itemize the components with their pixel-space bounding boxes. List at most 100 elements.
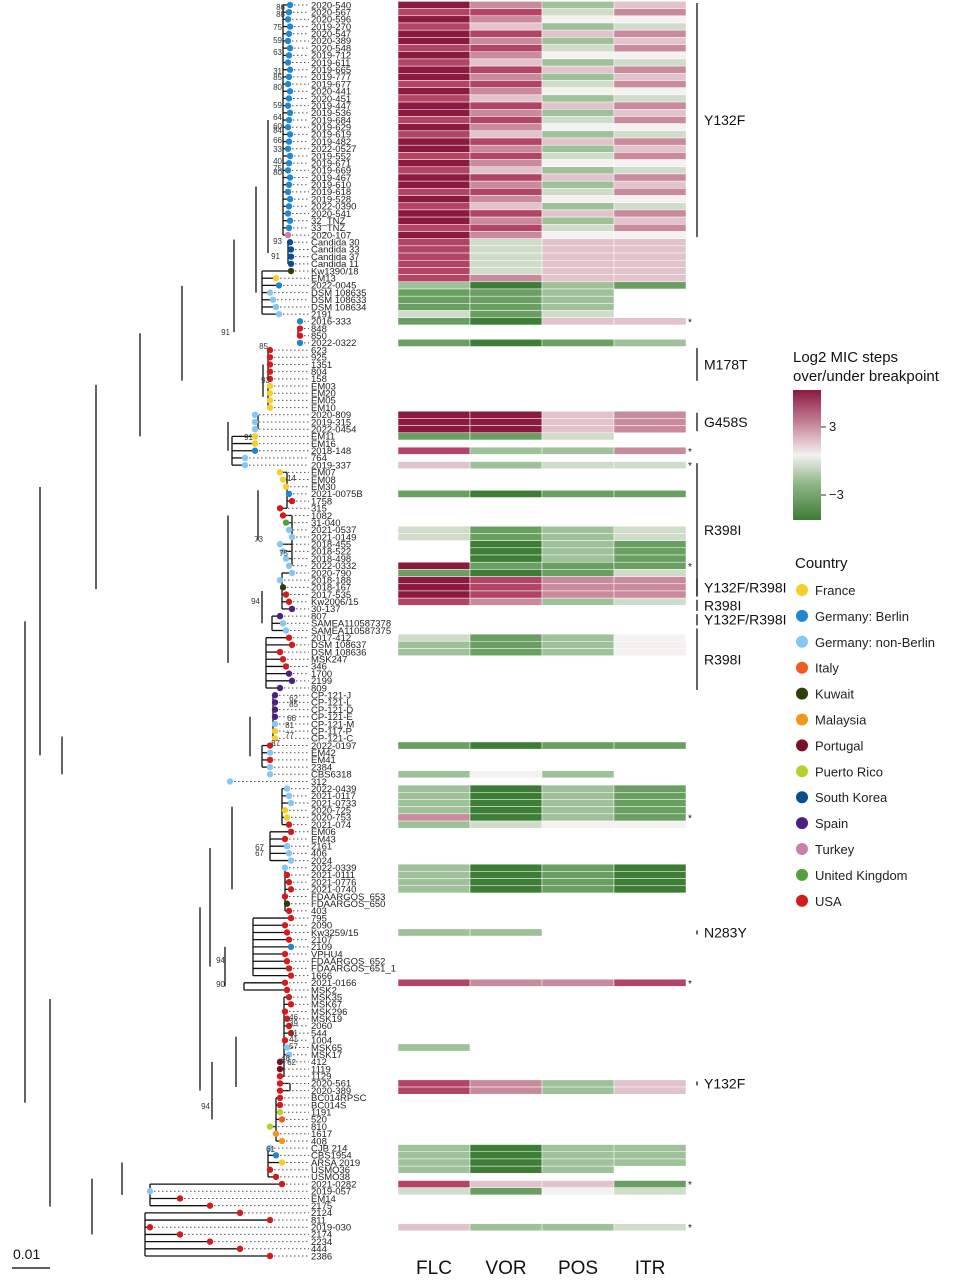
heatmap-cell	[613, 526, 687, 534]
tip-label: 2019-482	[311, 137, 351, 148]
tip-country-dot	[287, 886, 295, 893]
heatmap-cell	[613, 410, 687, 419]
heatmap-cell	[613, 641, 687, 649]
heatmap-cell	[469, 231, 543, 239]
tip-country-dot	[276, 1109, 284, 1116]
heatmap-cell	[469, 22, 543, 31]
tip-label: 2020-725	[311, 806, 351, 817]
heatmap-cell	[469, 144, 543, 153]
tip-label: 2020-451	[311, 94, 351, 105]
country-name: South Korea	[815, 790, 888, 805]
tip-label: 2022-0322	[311, 338, 356, 349]
tip-label: 2021-0733	[311, 798, 356, 809]
tip-country-dot	[276, 469, 284, 476]
heatmap-cell	[541, 590, 615, 599]
tip-label: 2019-611	[311, 58, 350, 69]
tip-label: 2020-809	[311, 410, 351, 421]
heatmap-cell	[613, 425, 687, 434]
tip-country-dot	[286, 88, 294, 95]
heatmap-cell	[397, 590, 471, 599]
heatmap-cell	[397, 94, 471, 103]
heatmap-cell	[613, 784, 687, 793]
heatmap-cell	[397, 58, 471, 67]
heatmap-cell	[613, 87, 687, 96]
tip-country-dot	[282, 663, 290, 670]
heatmap-cell	[397, 101, 471, 110]
tip-country-dot	[283, 958, 291, 965]
heatmap-cell	[613, 885, 687, 894]
heatmap-cell	[541, 806, 615, 815]
tip-country-dot	[286, 239, 294, 246]
heatmap-cell	[541, 820, 615, 829]
bootstrap-value: 39	[289, 1019, 298, 1028]
tip-country-dot	[284, 231, 292, 239]
tip-country-dot	[176, 1231, 184, 1238]
heatmap-cell	[397, 195, 471, 203]
heatmap-cell	[613, 1079, 687, 1088]
heatmap-cell	[541, 37, 615, 45]
tip-label: 2021-0111	[311, 870, 355, 881]
heatmap-color-bar	[793, 390, 821, 520]
tip-country-dot	[285, 965, 293, 972]
heatmap-cell	[613, 863, 687, 872]
heatmap-cell	[541, 418, 615, 426]
heatmap-cell	[613, 73, 687, 81]
heatmap-cell	[541, 784, 615, 793]
country-name: Italy	[815, 661, 839, 676]
tip-country-dot	[285, 936, 293, 943]
tip-label: 2386	[311, 1251, 332, 1262]
heatmap-cell	[541, 195, 615, 203]
tip-country-dot	[266, 382, 274, 390]
country-swatch	[796, 868, 808, 881]
heatmap-cell	[541, 885, 615, 894]
tip-country-dot	[285, 1051, 293, 1058]
country-swatch	[796, 817, 808, 830]
heatmap-cell	[541, 101, 615, 110]
tip-country-dot	[284, 102, 292, 109]
tip-label: CP-121-C	[311, 734, 353, 745]
tip-label: MSK67	[311, 1000, 342, 1011]
heatmap-cell	[469, 238, 543, 247]
bootstrap-value: 87	[271, 739, 280, 748]
tip-label: 30-137	[311, 604, 341, 615]
tip-country-dot	[271, 735, 279, 742]
heatmap-cell	[613, 137, 687, 146]
tip-label: 403	[311, 906, 327, 917]
tip-country-dot	[285, 878, 293, 886]
heatmap-cell	[469, 978, 543, 987]
heatmap-cell	[469, 87, 543, 96]
heatmap-cell	[469, 820, 543, 829]
heatmap-cell	[469, 813, 543, 822]
heatmap-cell	[613, 633, 687, 642]
tip-label: EM08	[311, 475, 336, 486]
heatmap-cell	[469, 15, 543, 24]
bootstrap-value: 91	[221, 328, 230, 337]
heatmap-cell	[397, 425, 471, 434]
bootstrap-value: 91	[271, 252, 280, 261]
heatmap-cell	[469, 461, 543, 469]
heatmap-cell	[469, 80, 543, 88]
heatmap-cell	[397, 295, 471, 304]
tip-country-dot	[281, 893, 289, 900]
tip-label: 2018-148	[311, 446, 351, 457]
tip-country-dot	[285, 30, 293, 37]
heatmap-cell	[397, 813, 471, 822]
heatmap-cell	[397, 224, 471, 232]
tip-country-dot	[279, 584, 287, 591]
heatmap-cell	[469, 1079, 543, 1088]
heatmap-cell	[541, 202, 615, 211]
tip-country-dot	[287, 828, 295, 836]
tip-country-dot	[272, 1152, 280, 1159]
bootstrap-value: 75	[279, 549, 288, 558]
heatmap-cell	[397, 303, 471, 311]
heatmap-cell	[613, 583, 687, 592]
heatmap-cell	[397, 863, 471, 872]
heatmap-cell	[613, 188, 687, 196]
tip-country-dot	[296, 339, 304, 347]
tip-label: 2020-540	[311, 0, 351, 11]
tip-label: 412	[311, 1057, 327, 1068]
tip-country-dot	[284, 59, 292, 66]
heatmap-cell	[541, 1144, 615, 1152]
tip-label: DSM 108637	[311, 640, 366, 651]
